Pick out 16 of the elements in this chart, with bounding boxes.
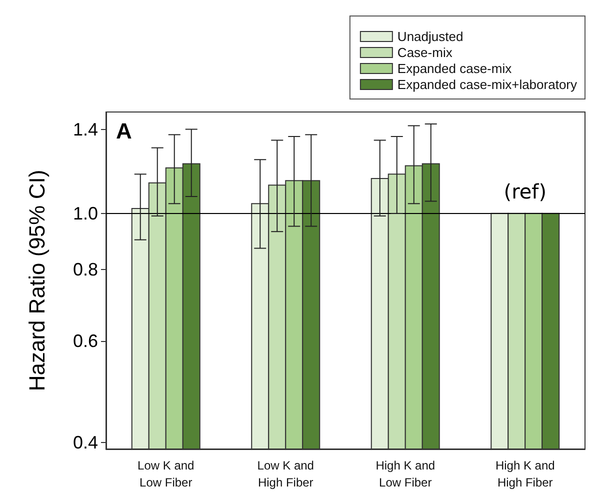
y-tick-label: 0.6 — [72, 331, 98, 352]
legend-label: Expanded case-mix+laboratory — [397, 77, 578, 92]
x-tick-label: Low K and Low Fiber — [138, 458, 194, 490]
y-tick-label: 0.8 — [72, 259, 98, 280]
y-tick-label: 0.4 — [72, 432, 98, 453]
annotation: (ref) — [504, 179, 546, 204]
y-tick-label: 1.4 — [72, 119, 98, 140]
legend-label: Case-mix — [397, 45, 453, 60]
x-tick-label: Low K and High Fiber — [257, 458, 314, 490]
x-tick-label: High K and Low Fiber — [376, 458, 436, 490]
y-axis-title: Hazard Ratio (95% CI) — [24, 170, 50, 392]
annotation: A — [116, 118, 132, 144]
y-tick-label: 1.0 — [72, 203, 98, 224]
legend-label: Expanded case-mix — [397, 61, 512, 76]
legend-label: Unadjusted — [397, 29, 464, 44]
x-tick-label: High K and High Fiber — [495, 458, 555, 490]
